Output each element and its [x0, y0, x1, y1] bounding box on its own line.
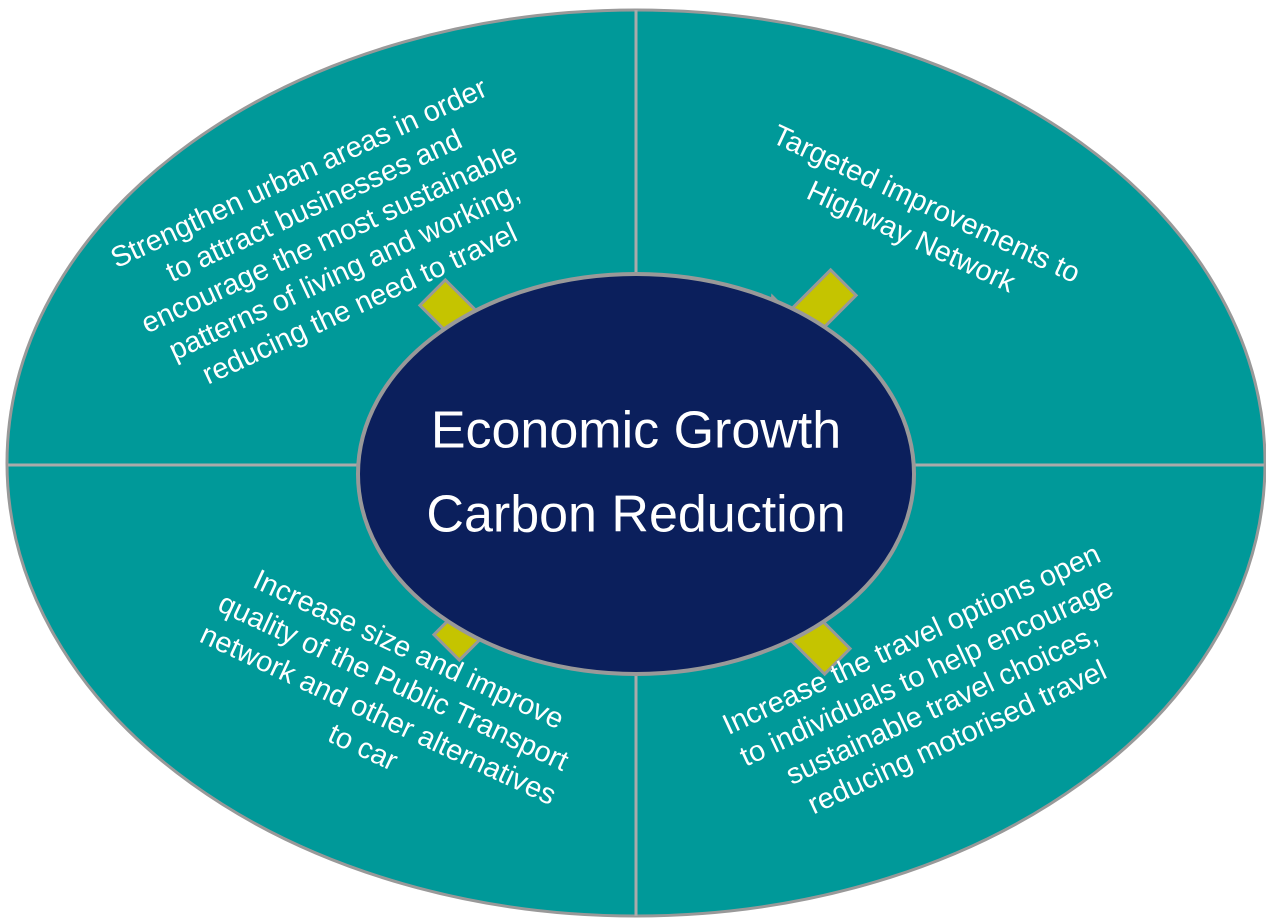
center-label: Carbon Reduction: [426, 486, 845, 544]
center-ellipse: [356, 272, 916, 676]
center-label: Economic Growth: [431, 402, 841, 460]
